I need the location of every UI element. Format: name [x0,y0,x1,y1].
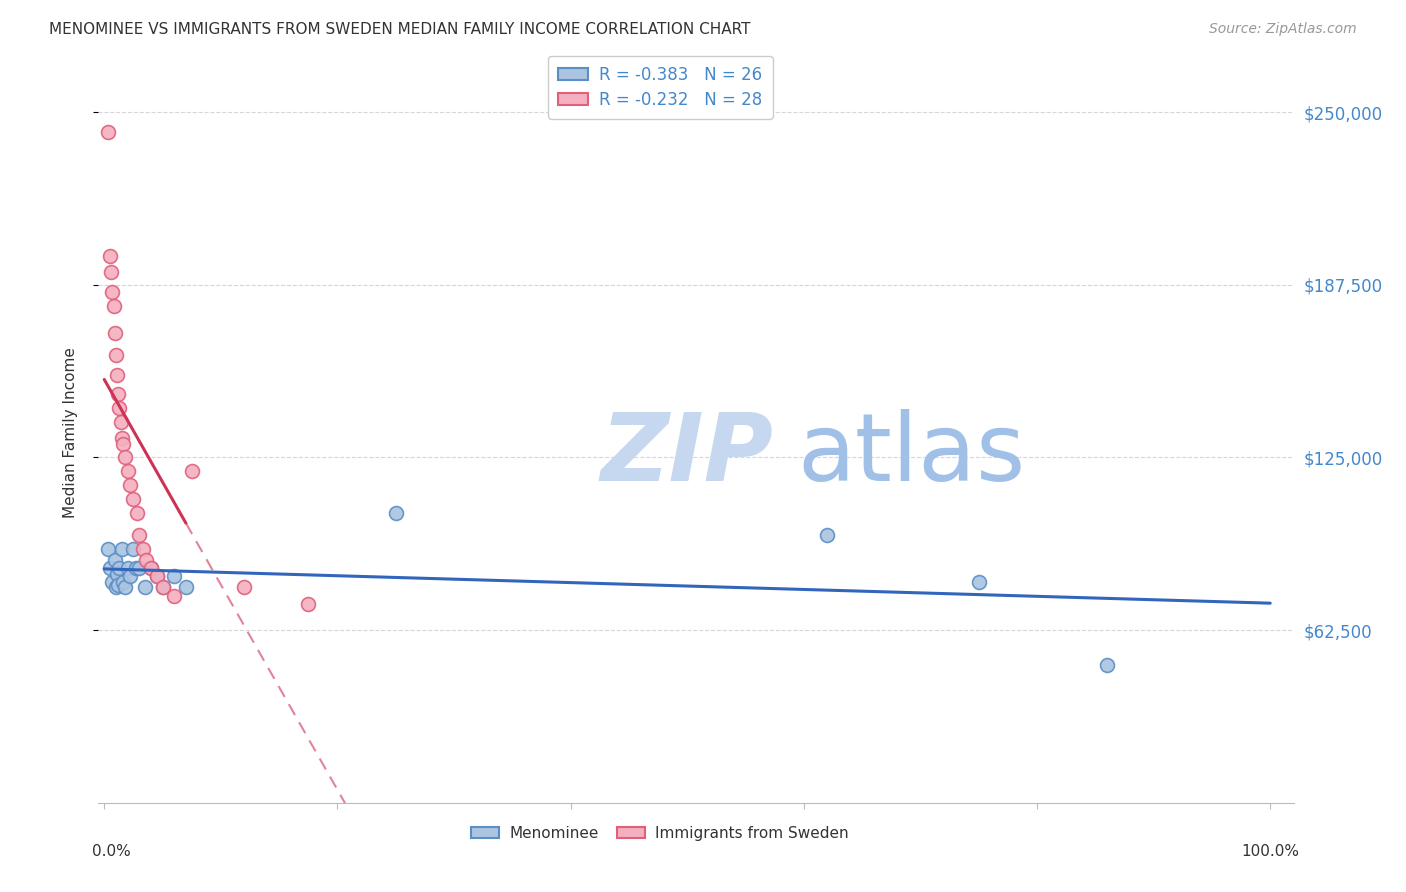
Point [297,597,319,611]
Text: MENOMINEE VS IMMIGRANTS FROM SWEDEN MEDIAN FAMILY INCOME CORRELATION CHART: MENOMINEE VS IMMIGRANTS FROM SWEDEN MEDI… [49,22,751,37]
Legend: Menominee, Immigrants from Sweden: Menominee, Immigrants from Sweden [465,820,855,847]
Text: 100.0%: 100.0% [1241,844,1299,858]
Point [384,506,406,520]
Text: atlas: atlas [797,409,1026,500]
Point [114,580,136,594]
Point [125,561,148,575]
Point [107,387,129,401]
Point [104,552,127,566]
Point [233,580,256,594]
Point [180,464,202,478]
Point [97,124,120,138]
Point [128,561,150,575]
Point [108,561,131,575]
Point [101,574,124,589]
Point [104,348,127,362]
Point [128,528,150,542]
Point [100,265,122,279]
Point [117,561,139,575]
Point [815,528,838,542]
Point [132,541,155,556]
Point [98,249,121,263]
Point [139,561,162,575]
Point [152,580,174,594]
Point [104,326,127,341]
Point [107,577,129,591]
Point [118,478,141,492]
Point [117,464,139,478]
Text: ZIP: ZIP [600,409,773,500]
Text: 0.0%: 0.0% [93,844,131,858]
Text: Source: ZipAtlas.com: Source: ZipAtlas.com [1209,22,1357,37]
Point [1095,657,1118,672]
Point [122,541,145,556]
Point [118,569,141,583]
Point [104,580,127,594]
Point [163,589,186,603]
Point [108,401,131,415]
Point [145,569,167,583]
Point [98,561,121,575]
Point [125,506,148,520]
Point [111,574,134,589]
Point [111,431,134,445]
Point [111,436,134,450]
Point [135,552,157,566]
Point [145,569,167,583]
Point [152,580,174,594]
Point [111,541,134,556]
Point [101,285,124,299]
Point [174,580,197,594]
Point [967,574,990,589]
Point [105,368,128,382]
Point [114,450,136,465]
Point [139,561,162,575]
Point [122,491,145,506]
Point [163,569,186,583]
Y-axis label: Median Family Income: Median Family Income [63,347,77,518]
Point [105,566,128,581]
Point [97,541,120,556]
Point [110,415,132,429]
Point [103,299,125,313]
Point [134,580,156,594]
